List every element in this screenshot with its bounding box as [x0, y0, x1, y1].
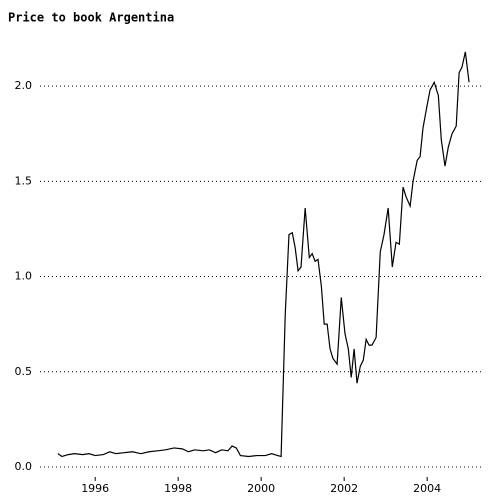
y-tick-label: 1.0: [15, 270, 33, 283]
x-tick-label: 1996: [81, 482, 109, 495]
x-tick-label: 2002: [330, 482, 358, 495]
y-tick-label: 2.0: [15, 79, 33, 92]
y-tick-label: 0.5: [15, 365, 33, 378]
x-tick-label: 2000: [247, 482, 275, 495]
chart-title: Price to book Argentina: [8, 11, 174, 25]
y-tick-label: 0.0: [15, 460, 33, 473]
x-tick-label: 2004: [413, 482, 441, 495]
line-series: [57, 51, 470, 458]
y-tick-label: 1.5: [15, 174, 33, 187]
x-tick-label: 1998: [164, 482, 192, 495]
